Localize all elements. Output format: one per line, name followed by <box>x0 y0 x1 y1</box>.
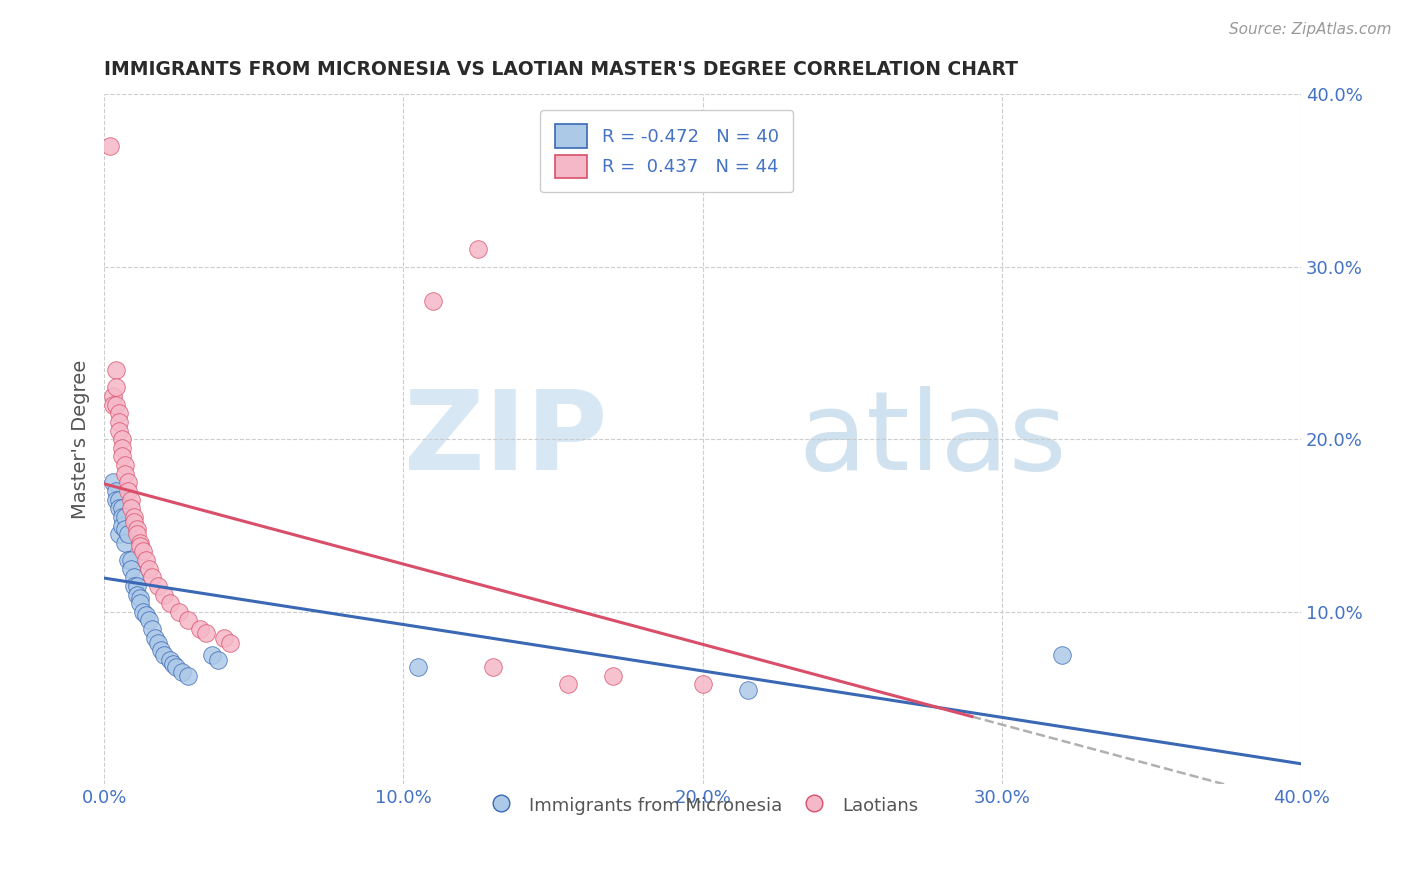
Point <box>122 579 145 593</box>
Point <box>135 608 157 623</box>
Point <box>692 677 714 691</box>
Point <box>117 553 139 567</box>
Point <box>408 660 430 674</box>
Legend: Immigrants from Micronesia, Laotians: Immigrants from Micronesia, Laotians <box>481 788 925 823</box>
Point <box>218 636 240 650</box>
Point <box>111 441 134 455</box>
Point <box>120 492 142 507</box>
Point <box>146 636 169 650</box>
Point <box>122 570 145 584</box>
Point <box>141 570 163 584</box>
Point <box>122 509 145 524</box>
Text: atlas: atlas <box>799 385 1067 492</box>
Point <box>111 501 134 516</box>
Point <box>108 415 131 429</box>
Point <box>105 380 128 394</box>
Point <box>557 677 579 691</box>
Point <box>120 562 142 576</box>
Point <box>167 605 190 619</box>
Point <box>129 596 152 610</box>
Point <box>105 492 128 507</box>
Point <box>114 467 136 481</box>
Point <box>482 660 505 674</box>
Point <box>146 579 169 593</box>
Point <box>177 614 200 628</box>
Point <box>207 653 229 667</box>
Point <box>135 553 157 567</box>
Point <box>141 622 163 636</box>
Point <box>138 614 160 628</box>
Point <box>108 492 131 507</box>
Point <box>111 518 134 533</box>
Point <box>143 631 166 645</box>
Point <box>101 475 124 490</box>
Point <box>105 483 128 498</box>
Point <box>125 588 148 602</box>
Point <box>129 539 152 553</box>
Point <box>105 398 128 412</box>
Point <box>162 657 184 671</box>
Point <box>129 591 152 605</box>
Point <box>188 622 211 636</box>
Point <box>159 596 181 610</box>
Point <box>117 483 139 498</box>
Point <box>150 642 173 657</box>
Point <box>602 669 624 683</box>
Point <box>108 527 131 541</box>
Point <box>114 458 136 472</box>
Point <box>108 501 131 516</box>
Point <box>117 527 139 541</box>
Point <box>125 527 148 541</box>
Point <box>111 509 134 524</box>
Point <box>120 553 142 567</box>
Point <box>125 579 148 593</box>
Point <box>1050 648 1073 662</box>
Point <box>138 562 160 576</box>
Point <box>177 669 200 683</box>
Point <box>125 522 148 536</box>
Point <box>105 363 128 377</box>
Point <box>108 424 131 438</box>
Text: Source: ZipAtlas.com: Source: ZipAtlas.com <box>1229 22 1392 37</box>
Point <box>108 406 131 420</box>
Point <box>111 450 134 464</box>
Point <box>114 509 136 524</box>
Text: IMMIGRANTS FROM MICRONESIA VS LAOTIAN MASTER'S DEGREE CORRELATION CHART: IMMIGRANTS FROM MICRONESIA VS LAOTIAN MA… <box>104 60 1018 78</box>
Point <box>117 475 139 490</box>
Point <box>194 625 217 640</box>
Point <box>422 294 444 309</box>
Point <box>101 389 124 403</box>
Point <box>737 682 759 697</box>
Point <box>132 544 155 558</box>
Point <box>170 665 193 680</box>
Point <box>212 631 235 645</box>
Point <box>159 653 181 667</box>
Point <box>114 536 136 550</box>
Point <box>132 605 155 619</box>
Point <box>98 138 121 153</box>
Text: ZIP: ZIP <box>404 385 607 492</box>
Point <box>201 648 224 662</box>
Point <box>111 432 134 446</box>
Y-axis label: Master's Degree: Master's Degree <box>72 359 90 519</box>
Point <box>122 515 145 529</box>
Point <box>101 398 124 412</box>
Point <box>114 522 136 536</box>
Point <box>467 243 489 257</box>
Point <box>165 660 187 674</box>
Point <box>153 648 176 662</box>
Point <box>129 536 152 550</box>
Point <box>120 501 142 516</box>
Point <box>153 588 176 602</box>
